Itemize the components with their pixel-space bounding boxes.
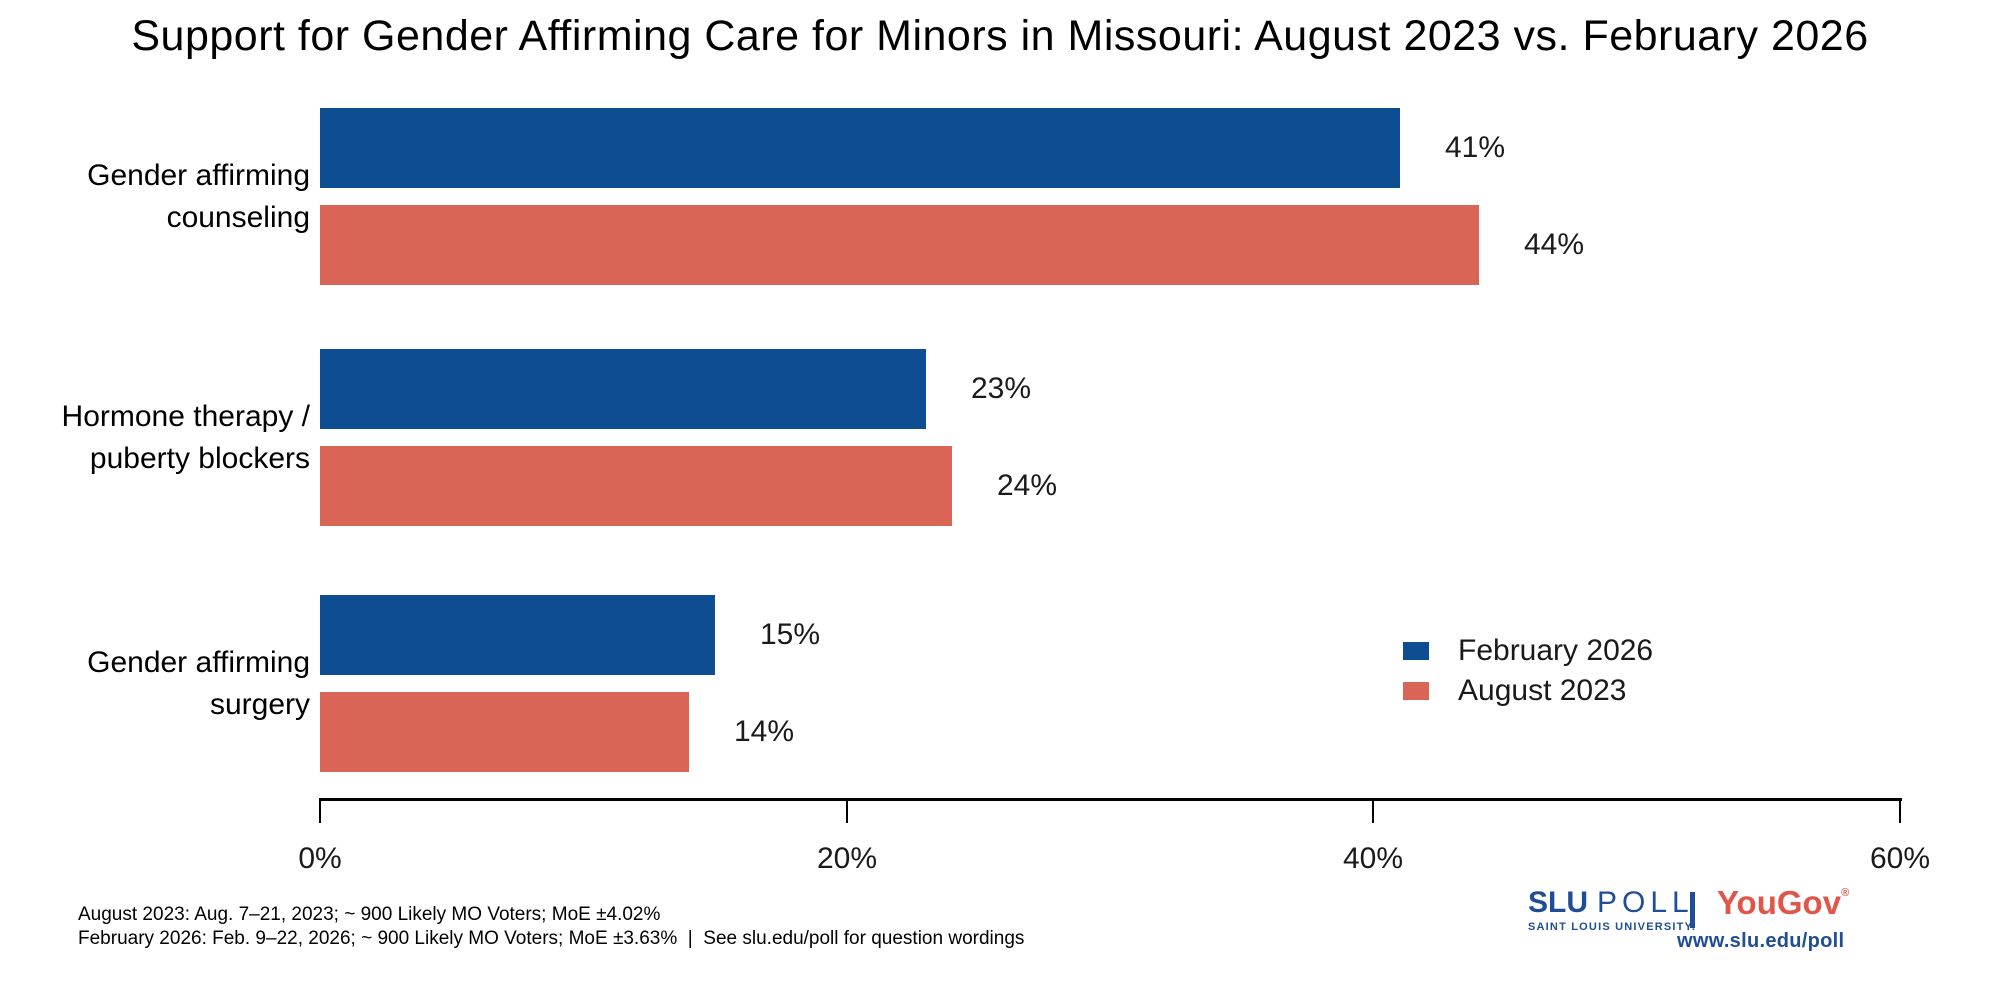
- value-label-february-2026-41pct: 41%: [1445, 131, 1506, 164]
- x-tick-label-0pct: 0%: [298, 842, 342, 875]
- x-tick-label-60pct: 60%: [1869, 842, 1931, 875]
- slu-poll-logo: SLU POLL SAINT LOUIS UNIVERSITY.: [1528, 886, 1696, 933]
- x-tick-20pct: [846, 801, 848, 823]
- category-label-gender-affirming: Gender affirming counseling: [87, 158, 310, 234]
- x-tick-label-20pct: 20%: [816, 842, 878, 875]
- value-label-february-2026-23pct: 23%: [971, 372, 1032, 405]
- yougov-wordmark: YouGov: [1717, 884, 1842, 921]
- legend-label-august-2023: August 2023: [1458, 674, 1627, 707]
- bar-august-2023-gender-affirming-surgery: [320, 692, 689, 772]
- slu-poll-url: www.slu.edu/poll: [1677, 930, 1845, 952]
- x-tick-0pct: [319, 801, 321, 823]
- logo-divider-bar: [1690, 892, 1695, 928]
- chart-title: Support for Gender Affirming Care for Mi…: [131, 12, 1869, 60]
- slu-wordmark: SLU: [1528, 886, 1588, 919]
- bar-august-2023-hormone-therapy-puberty-blockers: [320, 446, 952, 526]
- value-label-august-2023-44pct: 44%: [1524, 228, 1585, 261]
- value-label-february-2026-15pct: 15%: [760, 618, 821, 651]
- bar-august-2023-gender-affirming-counseling: [320, 205, 1479, 285]
- x-tick-label-40pct: 40%: [1342, 842, 1404, 875]
- value-label-august-2023-24pct: 24%: [997, 469, 1058, 502]
- slu-poll-wordmark: SLU POLL: [1528, 886, 1696, 920]
- x-axis-line: [319, 798, 1902, 801]
- bar-february-2026-gender-affirming-counseling: [320, 108, 1400, 188]
- category-label-hormone-therapy: Hormone therapy / puberty blockers: [61, 399, 310, 475]
- bar-february-2026-hormone-therapy-puberty-blockers: [320, 349, 926, 429]
- footnote-august-2023: August 2023: Aug. 7–21, 2023; ~ 900 Like…: [78, 904, 661, 925]
- saint-louis-university-subtitle: SAINT LOUIS UNIVERSITY.: [1528, 921, 1697, 933]
- poll-wordmark: POLL: [1597, 886, 1694, 919]
- x-tick-60pct: [1899, 801, 1901, 823]
- value-label-august-2023-14pct: 14%: [734, 715, 795, 748]
- legend-label-february-2026: February 2026: [1458, 634, 1654, 667]
- legend-swatch-august-2023: [1403, 682, 1429, 700]
- x-tick-40pct: [1372, 801, 1374, 823]
- legend-swatch-february-2026: [1403, 642, 1429, 660]
- yougov-logo: YouGov®: [1717, 884, 1849, 922]
- bar-february-2026-gender-affirming-surgery: [320, 595, 715, 675]
- category-label-gender-affirming: Gender affirming surgery: [87, 645, 310, 721]
- registered-mark-icon: ®: [1841, 887, 1850, 899]
- footnote-february-2026: February 2026: Feb. 9–22, 2026; ~ 900 Li…: [78, 928, 1025, 949]
